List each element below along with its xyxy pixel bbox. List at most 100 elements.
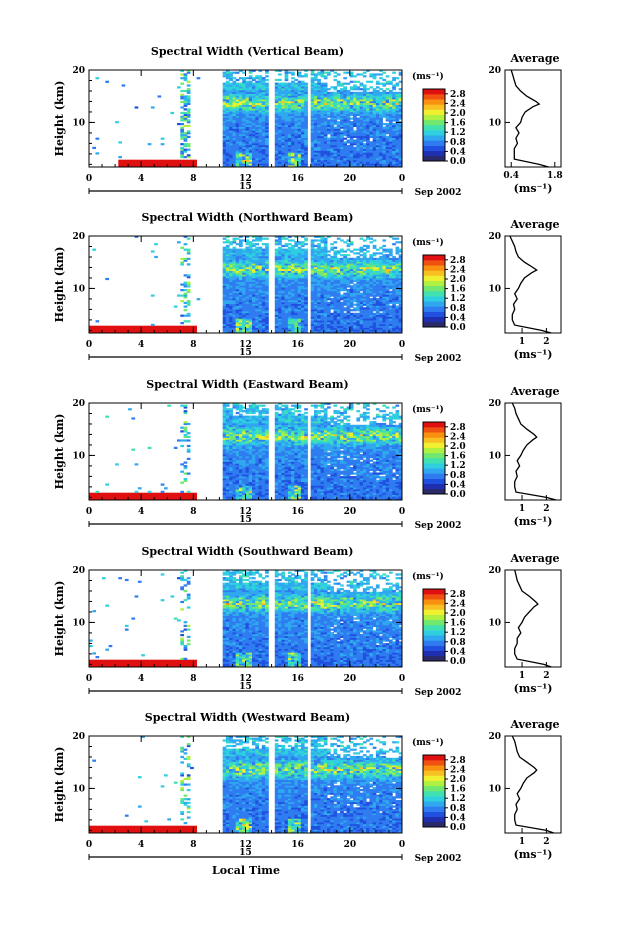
heatmap-cell bbox=[265, 287, 269, 290]
heatmap-cell bbox=[366, 331, 370, 334]
heatmap-cell bbox=[369, 75, 374, 78]
heatmap-cell bbox=[398, 139, 403, 142]
heatmap-cell bbox=[336, 100, 341, 104]
heatmap-cell bbox=[186, 165, 191, 168]
heatmap-cell bbox=[359, 272, 364, 275]
heatmap-cell bbox=[252, 323, 256, 326]
heatmap-cell bbox=[379, 148, 383, 151]
heatmap-cell bbox=[89, 331, 93, 334]
heatmap-cell bbox=[160, 327, 165, 330]
heatmap-cell bbox=[229, 322, 233, 325]
heatmap-cell bbox=[258, 88, 263, 91]
heatmap-cell bbox=[310, 117, 315, 120]
heatmap-cell bbox=[336, 274, 341, 277]
heatmap-cell bbox=[229, 248, 233, 251]
heatmap-cell bbox=[239, 154, 243, 157]
heatmap-cell bbox=[183, 257, 188, 260]
colorbar: 2.82.42.01.61.20.80.40.0 bbox=[422, 88, 466, 167]
heatmap-cell bbox=[382, 78, 387, 82]
heatmap-cell bbox=[261, 148, 266, 151]
heatmap-cell bbox=[183, 139, 188, 142]
heatmap-cell bbox=[304, 322, 308, 325]
heatmap-cell bbox=[147, 331, 152, 334]
heatmap-cell bbox=[349, 128, 354, 131]
heatmap-cell bbox=[343, 276, 347, 279]
heatmap-cell bbox=[242, 143, 246, 146]
heatmap-cell bbox=[297, 246, 302, 249]
heatmap-cell bbox=[392, 71, 396, 74]
heatmap-cell bbox=[314, 279, 318, 282]
heatmap-cell bbox=[336, 259, 341, 262]
heatmap-cell bbox=[317, 307, 321, 310]
heatmap-cell bbox=[336, 126, 341, 129]
heatmap-cell bbox=[137, 163, 142, 166]
heatmap-cell bbox=[261, 307, 266, 310]
heatmap-cell bbox=[340, 119, 344, 122]
heatmap-cell bbox=[287, 307, 292, 310]
heatmap-cell bbox=[255, 312, 259, 315]
heatmap-cell bbox=[395, 128, 400, 131]
heatmap-cell bbox=[317, 257, 321, 260]
heatmap-cell bbox=[222, 132, 227, 135]
heatmap-cell bbox=[225, 159, 230, 162]
heatmap-cell bbox=[284, 71, 289, 74]
heatmap-cell bbox=[235, 320, 240, 323]
heatmap-cell bbox=[317, 259, 321, 262]
heatmap-cell bbox=[297, 316, 302, 319]
heatmap-cell bbox=[379, 130, 383, 133]
heatmap-cell bbox=[336, 277, 341, 281]
heatmap-cell bbox=[323, 161, 328, 164]
heatmap-cell bbox=[297, 329, 302, 332]
heatmap-cell bbox=[167, 161, 171, 164]
heatmap-cell bbox=[278, 305, 282, 308]
heatmap-cell bbox=[369, 104, 374, 107]
heatmap-cell bbox=[281, 126, 286, 129]
heatmap-cell bbox=[183, 137, 188, 140]
heatmap-cell bbox=[229, 320, 233, 323]
heatmap-cell bbox=[362, 137, 367, 140]
heatmap-cell bbox=[245, 141, 250, 144]
heatmap-cell bbox=[180, 283, 184, 286]
heatmap-cell bbox=[340, 277, 344, 281]
heatmap-cell bbox=[333, 290, 338, 293]
heatmap-cell bbox=[294, 97, 299, 100]
heatmap-cell bbox=[353, 314, 357, 317]
heatmap-cell bbox=[225, 305, 230, 308]
heatmap-cell bbox=[340, 303, 344, 306]
heatmap-cell bbox=[314, 123, 318, 126]
heatmap-cell bbox=[369, 113, 374, 116]
heatmap-cell bbox=[248, 145, 253, 148]
heatmap-cell bbox=[229, 97, 233, 100]
heatmap-cell bbox=[278, 294, 282, 297]
heatmap-cell bbox=[248, 276, 253, 279]
heatmap-cell bbox=[389, 100, 393, 104]
heatmap-cell bbox=[186, 102, 191, 105]
heatmap-cell bbox=[327, 254, 331, 257]
heatmap-cell bbox=[346, 254, 351, 257]
heatmap-cell bbox=[274, 110, 279, 113]
heatmap-cell bbox=[333, 255, 338, 259]
heatmap-cell bbox=[278, 272, 282, 275]
heatmap-cell bbox=[294, 300, 299, 303]
heatmap-cell bbox=[300, 121, 305, 124]
heatmap-cell bbox=[320, 104, 325, 107]
heatmap-cell bbox=[278, 141, 282, 144]
heatmap-cell bbox=[359, 111, 364, 115]
heatmap-cell bbox=[379, 100, 383, 104]
heatmap-cell bbox=[300, 163, 305, 166]
heatmap-cell bbox=[340, 137, 344, 140]
heatmap-cell bbox=[297, 325, 302, 328]
heatmap-cell bbox=[349, 294, 354, 297]
heatmap-cell bbox=[242, 298, 246, 301]
heatmap-cell bbox=[225, 298, 230, 301]
heatmap-cell bbox=[389, 165, 393, 168]
heatmap-cell bbox=[382, 137, 387, 140]
heatmap-cell bbox=[300, 320, 305, 323]
heatmap-cell bbox=[346, 298, 351, 301]
heatmap-cell bbox=[265, 71, 269, 74]
heatmap-cell bbox=[304, 261, 308, 264]
heatmap-cell bbox=[261, 309, 266, 312]
heatmap-cell bbox=[252, 312, 256, 315]
heatmap-cell bbox=[340, 154, 344, 157]
heatmap-cell bbox=[375, 73, 380, 76]
